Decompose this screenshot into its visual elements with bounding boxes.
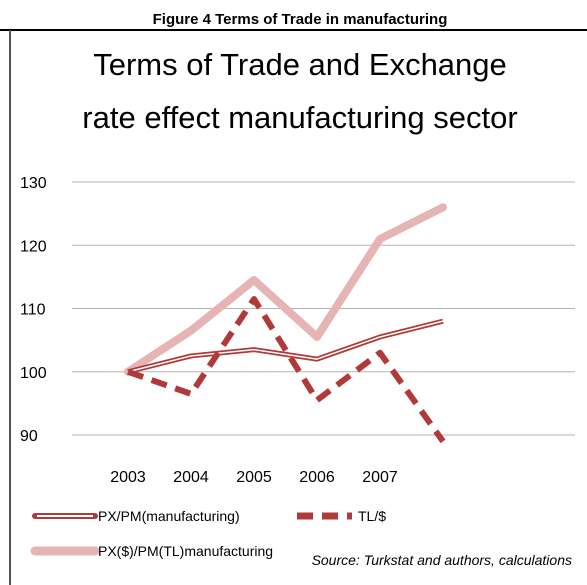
x-tick-label: 2007 (362, 469, 398, 486)
series-1 (127, 296, 446, 444)
legend-item: TL/$ (297, 508, 386, 524)
figure-caption: Figure 4 Terms of Trade in manufacturing (153, 11, 448, 28)
legend: PX/PM(manufacturing) TL/$ PX($)/PM(TL)manu… (30, 508, 386, 559)
legend-label: TL/$ (358, 508, 386, 524)
x-axis-ticks: 2003 2004 2005 2006 2007 (110, 469, 398, 486)
series-line (124, 203, 447, 376)
legend-item: PX/PM(manufacturing) (32, 508, 240, 524)
series-0 (127, 318, 444, 375)
y-tick-label: 130 (20, 175, 47, 192)
x-tick-label: 2003 (110, 469, 146, 486)
series-lines (124, 203, 447, 444)
x-tick-label: 2004 (173, 469, 209, 486)
series-line-inner (127, 320, 444, 373)
gridlines (72, 181, 575, 436)
y-tick-label: 100 (20, 365, 47, 382)
y-axis-ticks: 90 100 110 120 130 (20, 175, 47, 445)
legend-label: PX/PM(manufacturing) (98, 508, 240, 524)
x-tick-label: 2006 (299, 469, 335, 486)
y-tick-label: 90 (20, 428, 38, 445)
x-tick-label: 2005 (236, 469, 272, 486)
legend-label: PX($)/PM(TL)manufacturing (98, 543, 273, 559)
y-tick-label: 110 (20, 302, 46, 319)
source-note: Source: Turkstat and authors, calculatio… (312, 552, 572, 568)
series-line (127, 296, 446, 444)
chart-title-line-2: rate effect manufacturing sector (82, 100, 517, 135)
series-2 (124, 203, 447, 376)
y-tick-label: 120 (20, 238, 47, 255)
legend-item: PX($)/PM(TL)manufacturing (30, 543, 273, 559)
chart-title-line-1: Terms of Trade and Exchange (93, 47, 507, 82)
